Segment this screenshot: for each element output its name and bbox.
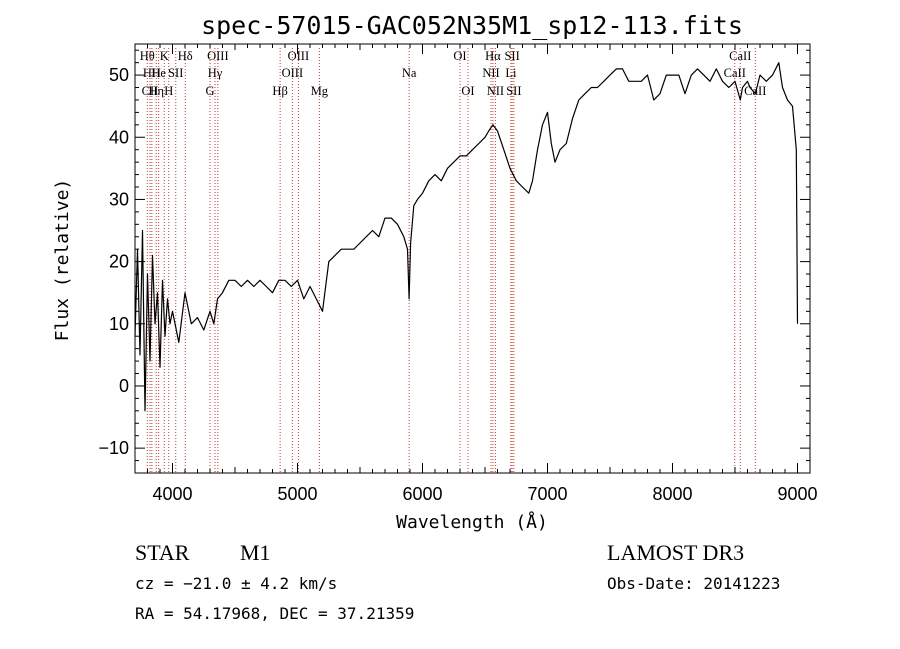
coordinates-readout: RA = 54.17968, DEC = 37.21359 [135, 604, 414, 623]
spectrum-line [134, 62, 799, 412]
marker-label: OIII [207, 49, 229, 63]
marker-label: He [151, 66, 166, 80]
redshift-readout: cz = −21.0 ± 4.2 km/s [135, 574, 337, 593]
marker-label: NII [487, 84, 504, 98]
y-tick-label: 0 [119, 376, 129, 396]
marker-label: OI [453, 49, 466, 63]
y-tick-label: −10 [98, 438, 129, 458]
marker-label: CaII [744, 84, 766, 98]
marker-label: Hδ [178, 49, 193, 63]
x-tick-label: 9000 [777, 484, 817, 504]
plot-frame [134, 43, 811, 474]
marker-lines [146, 48, 756, 473]
y-tick-label: 50 [109, 65, 129, 85]
marker-label: CII [142, 84, 159, 98]
observation-date: Obs-Date: 20141223 [607, 574, 780, 593]
marker-label: Mg [311, 84, 329, 98]
marker-label: Hθ [140, 49, 155, 63]
marker-label: OIII [282, 66, 304, 80]
marker-label: CaII [729, 49, 751, 63]
y-axis-ticks: −10 0 10 20 30 40 50 [98, 49, 810, 474]
marker-label: K [160, 49, 169, 63]
marker-label: SII [506, 84, 521, 98]
marker-label: HH [143, 66, 161, 80]
subclass: M1 [240, 540, 271, 565]
x-tick-label: 6000 [402, 484, 442, 504]
marker-label: Li [505, 66, 517, 80]
chart-title: spec-57015-GAC052N35M1_sp12-113.fits [201, 11, 743, 40]
y-tick-label: 10 [109, 314, 129, 334]
x-tick-label: 8000 [652, 484, 692, 504]
marker-label: Hη [148, 84, 164, 98]
y-tick-label: 40 [109, 127, 129, 147]
marker-label: OIII [288, 49, 310, 63]
marker-label: G [205, 84, 214, 98]
x-tick-label: 4000 [152, 484, 192, 504]
marker-label: H [164, 84, 173, 98]
marker-label: Hα [485, 49, 501, 63]
y-tick-label: 30 [109, 189, 129, 209]
marker-label: CaII [724, 66, 746, 80]
x-tick-label: 7000 [527, 484, 567, 504]
survey-name: LAMOST DR3 [607, 540, 744, 565]
marker-label: SII [504, 49, 519, 63]
x-axis-label: Wavelength (Å) [396, 511, 548, 533]
marker-label: Hβ [272, 84, 287, 98]
object-class: STAR [135, 540, 190, 565]
marker-label: Na [402, 66, 417, 80]
x-tick-label: 5000 [277, 484, 317, 504]
y-axis-label: Flux (relative) [52, 179, 73, 342]
x-axis-ticks: 4000 5000 6000 7000 8000 9000 [134, 44, 818, 504]
y-tick-label: 20 [109, 252, 129, 272]
marker-label: NII [482, 66, 499, 80]
marker-label: SII [168, 66, 183, 80]
marker-label: Hγ [208, 66, 223, 80]
marker-label: OI [461, 84, 474, 98]
